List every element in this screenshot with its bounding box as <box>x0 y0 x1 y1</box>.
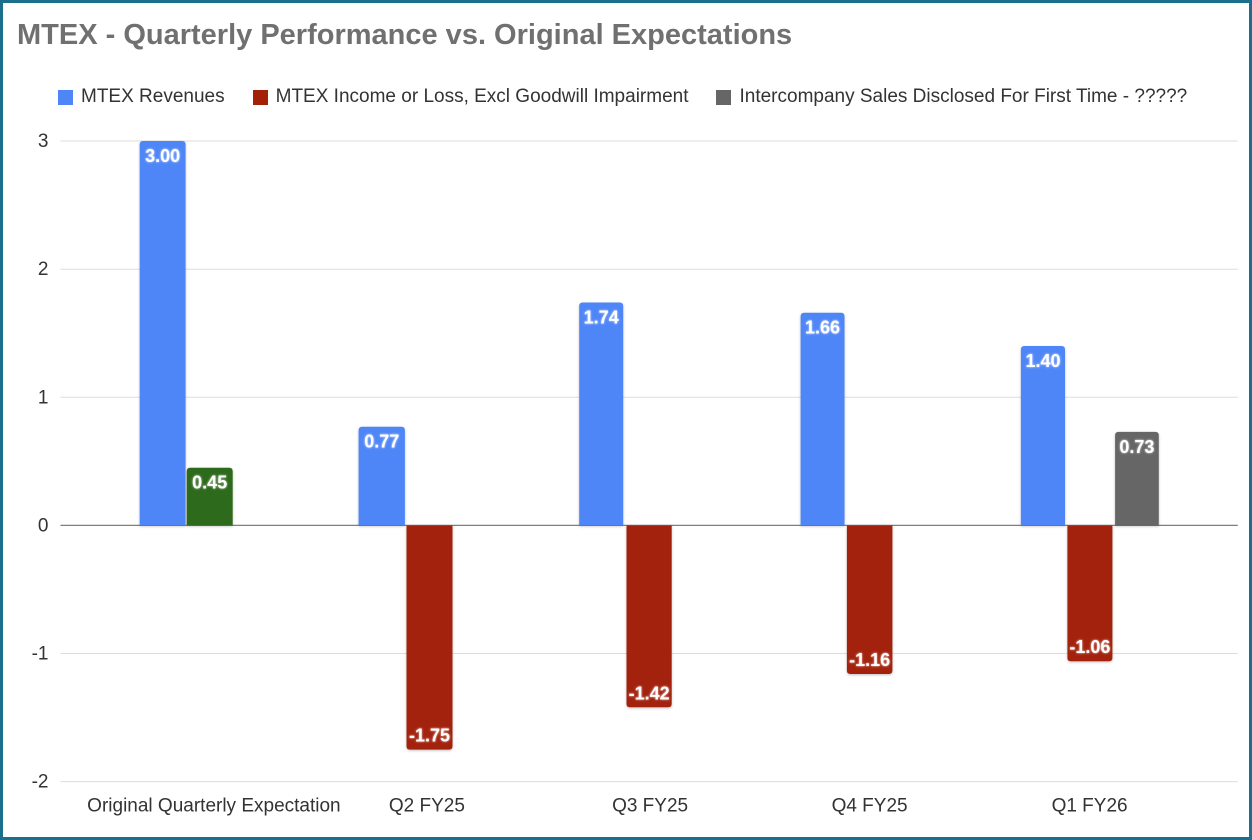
svg-text:Q2 FY25: Q2 FY25 <box>389 796 465 817</box>
svg-text:-2: -2 <box>32 772 49 793</box>
svg-text:3.00: 3.00 <box>145 146 180 166</box>
svg-text:2: 2 <box>38 259 49 280</box>
svg-text:Q1 FY26: Q1 FY26 <box>1052 796 1128 817</box>
svg-text:-1.06: -1.06 <box>1069 637 1110 657</box>
svg-text:0.73: 0.73 <box>1119 437 1154 457</box>
svg-text:Original Quarterly Expectation: Original Quarterly Expectation <box>87 796 340 817</box>
svg-text:1.66: 1.66 <box>805 318 840 338</box>
svg-text:1.40: 1.40 <box>1025 351 1060 371</box>
svg-text:-1.75: -1.75 <box>409 726 450 746</box>
svg-text:-1.16: -1.16 <box>849 650 890 670</box>
svg-text:-1: -1 <box>32 644 49 665</box>
svg-text:1: 1 <box>38 387 49 408</box>
svg-text:Q4 FY25: Q4 FY25 <box>832 796 908 817</box>
svg-text:0.77: 0.77 <box>364 432 399 452</box>
svg-text:-1.42: -1.42 <box>629 683 670 703</box>
svg-text:1.74: 1.74 <box>584 308 619 328</box>
svg-text:0.45: 0.45 <box>192 473 227 493</box>
svg-text:0: 0 <box>38 515 49 536</box>
svg-text:3: 3 <box>38 131 49 152</box>
svg-text:Q3 FY25: Q3 FY25 <box>612 796 688 817</box>
